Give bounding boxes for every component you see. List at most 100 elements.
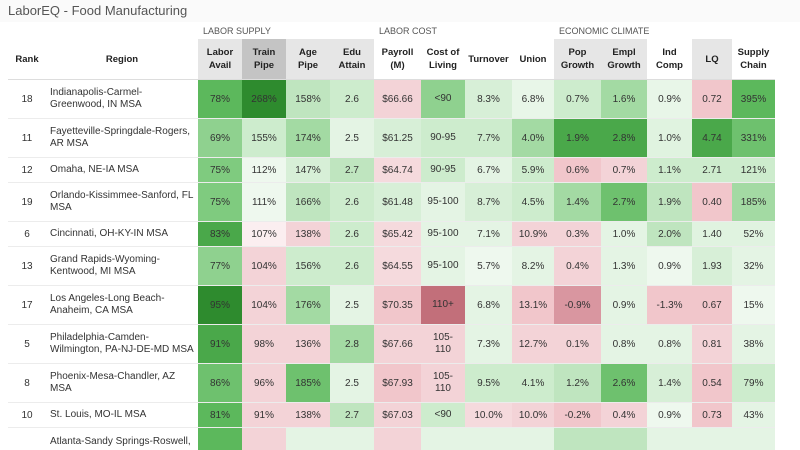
rank-cell: 6 — [8, 221, 46, 247]
empl-growth-cell: 2.6% — [601, 363, 647, 403]
column-header-turnover[interactable]: Turnover — [465, 39, 512, 80]
ind-comp-cell: 1.9% — [647, 182, 692, 222]
column-header-union[interactable]: Union — [512, 39, 554, 80]
table-row[interactable]: Atlanta-Sandy Springs-Roswell, — [8, 427, 775, 450]
edu-attain-cell — [330, 427, 374, 450]
column-header-lq[interactable]: LQ — [692, 39, 732, 80]
table-row[interactable]: 17 Los Angeles-Long Beach- Anaheim, CA MSA… — [8, 285, 775, 325]
region-cell: Cincinnati, OH-KY-IN MSA — [46, 221, 198, 247]
region-cell: Los Angeles-Long Beach- Anaheim, CA MSA — [46, 285, 198, 325]
column-header-edu-attain[interactable]: Edu Attain — [330, 39, 374, 80]
payroll-cell: $64.74 — [374, 157, 421, 183]
turnover-cell: 9.5% — [465, 363, 512, 403]
rank-cell: 19 — [8, 182, 46, 222]
table-row[interactable]: 11 Fayetteville-Springdale-Rogers, AR MSA 6… — [8, 118, 775, 158]
region-line: Kentwood, MI MSA — [50, 266, 136, 277]
pop-growth-cell: -0.9% — [554, 285, 601, 325]
rank-cell: 18 — [8, 79, 46, 119]
empl-growth-cell: 1.6% — [601, 79, 647, 119]
payroll-cell: $67.03 — [374, 402, 421, 428]
rank-cell: 11 — [8, 118, 46, 158]
table-row[interactable]: 8 Phoenix-Mesa-Chandler, AZ MSA 86% 96% 185% 2… — [8, 363, 775, 403]
lq-cell: 1.40 — [692, 221, 732, 247]
group-header-row: LABOR SUPPLY LABOR COST ECONOMIC CLIMATE — [8, 22, 775, 39]
table-row[interactable]: 5 Philadelphia-Camden- Wilmington, PA-NJ-D… — [8, 324, 775, 364]
column-header-label-line: Growth — [607, 60, 641, 71]
column-header-region[interactable]: Region — [46, 39, 198, 80]
edu-attain-cell: 2.5 — [330, 285, 374, 325]
column-header-supply-chain[interactable]: Supply Chain — [732, 39, 775, 80]
empl-growth-cell: 1.3% — [601, 246, 647, 286]
union-cell: 4.0% — [512, 118, 554, 158]
lq-cell: 0.67 — [692, 285, 732, 325]
lq-cell: 0.54 — [692, 363, 732, 403]
rank-cell: 10 — [8, 402, 46, 428]
pop-growth-cell: 0.1% — [554, 324, 601, 364]
column-header-label-line: Age — [299, 47, 317, 58]
column-header-label-line: Avail — [208, 60, 232, 71]
pop-growth-cell: 1.2% — [554, 363, 601, 403]
age-pipe-cell: 158% — [286, 79, 330, 119]
column-header-label-line: LQ — [705, 53, 719, 65]
rank-cell: 5 — [8, 324, 46, 364]
region-cell: Orlando-Kissimmee-Sanford, FL MSA — [46, 182, 198, 222]
column-header-label-line: Labor — [206, 47, 234, 58]
labor-avail-cell: 75% — [198, 182, 242, 222]
turnover-cell: 6.8% — [465, 285, 512, 325]
cost-living-line: 110+ — [432, 298, 454, 310]
turnover-cell: 5.7% — [465, 246, 512, 286]
table-row[interactable]: 6 Cincinnati, OH-KY-IN MSA 83% 107% 138% 2.6 $… — [8, 221, 775, 247]
labor-avail-cell: 86% — [198, 363, 242, 403]
column-header-empl-growth[interactable]: Empl Growth — [601, 39, 647, 80]
rank-cell: 12 — [8, 157, 46, 183]
column-header-ind-comp[interactable]: Ind Comp — [647, 39, 692, 80]
payroll-cell: $61.48 — [374, 182, 421, 222]
app-title: LaborEQ - Food Manufacturing — [8, 3, 188, 18]
column-header-labor-avail[interactable]: Labor Avail — [198, 39, 242, 80]
table-row[interactable]: 10 St. Louis, MO-IL MSA 81% 91% 138% 2.7 $67.0… — [8, 402, 775, 428]
age-pipe-cell: 166% — [286, 182, 330, 222]
age-pipe-cell: 138% — [286, 221, 330, 247]
rank-cell: 17 — [8, 285, 46, 325]
column-header-rank[interactable]: Rank — [8, 39, 46, 80]
union-cell: 12.7% — [512, 324, 554, 364]
column-header-label-line: Empl — [612, 47, 636, 58]
edu-attain-cell: 2.6 — [330, 221, 374, 247]
column-header-cost-living[interactable]: Cost of Living — [421, 39, 465, 80]
cost-living-line: 95-100 — [427, 227, 459, 239]
table-row[interactable]: 18 Indianapolis-Carmel- Greenwood, IN MSA 7… — [8, 79, 775, 119]
column-header-label-line: Cost of — [426, 47, 460, 58]
rank-cell: 13 — [8, 246, 46, 286]
column-header-train-pipe[interactable]: Train Pipe — [242, 39, 286, 80]
group-header-economic-climate: ECONOMIC CLIMATE — [554, 22, 775, 39]
cost-living-line: 90-95 — [430, 131, 456, 143]
column-header-payroll[interactable]: Payroll (M) — [374, 39, 421, 80]
column-header-age-pipe[interactable]: Age Pipe — [286, 39, 330, 80]
table-row[interactable]: 19 Orlando-Kissimmee-Sanford, FL MSA 75% 111… — [8, 182, 775, 222]
pop-growth-cell: -0.2% — [554, 402, 601, 428]
payroll-cell: $66.66 — [374, 79, 421, 119]
table-row[interactable]: 13 Grand Rapids-Wyoming- Kentwood, MI MSA 7… — [8, 246, 775, 286]
ind-comp-cell: 1.4% — [647, 363, 692, 403]
region-line: MSA — [50, 383, 72, 394]
column-header-label-line: Living — [429, 60, 457, 71]
column-header-pop-growth[interactable]: Pop Growth — [554, 39, 601, 80]
ind-comp-cell: 0.9% — [647, 79, 692, 119]
table-row[interactable]: 12 Omaha, NE-IA MSA 75% 112% 147% 2.7 $64.74 90… — [8, 157, 775, 183]
empl-growth-cell: 2.7% — [601, 182, 647, 222]
lq-cell: 0.81 — [692, 324, 732, 364]
column-header-label-line: Supply — [737, 47, 770, 58]
region-line: Omaha, NE-IA MSA — [50, 163, 139, 175]
empl-growth-cell: 2.8% — [601, 118, 647, 158]
labor-avail-cell: 69% — [198, 118, 242, 158]
cost-living-cell: 90-95 — [421, 157, 465, 183]
payroll-cell — [374, 427, 421, 450]
train-pipe-cell: 96% — [242, 363, 286, 403]
labor-avail-cell — [198, 427, 242, 450]
train-pipe-cell: 98% — [242, 324, 286, 364]
group-header-labor-supply: LABOR SUPPLY — [198, 22, 374, 39]
age-pipe-cell: 176% — [286, 285, 330, 325]
turnover-cell: 7.1% — [465, 221, 512, 247]
turnover-cell: 6.7% — [465, 157, 512, 183]
labor-avail-cell: 91% — [198, 324, 242, 364]
